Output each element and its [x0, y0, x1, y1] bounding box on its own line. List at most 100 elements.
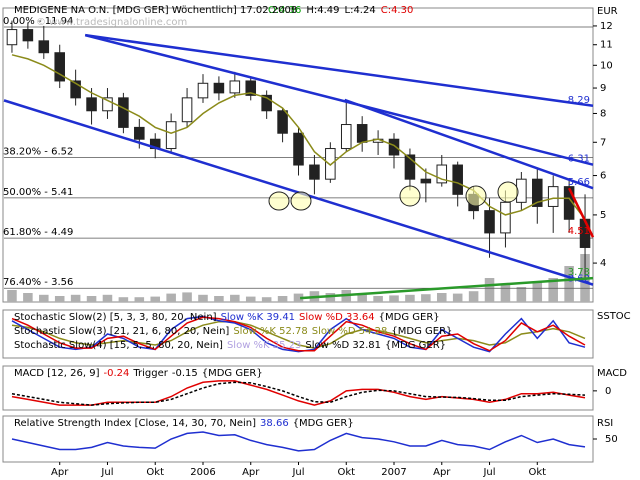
volume-bar	[198, 294, 208, 302]
candle-body	[452, 164, 463, 195]
volume-bar	[325, 293, 336, 302]
moving-average-line	[11, 54, 586, 220]
indicator-header: {MDG GER}	[293, 418, 354, 429]
trend-line	[85, 33, 594, 108]
trend-line-label: 8.29	[568, 95, 590, 106]
macd-line	[11, 381, 586, 406]
indicator-header: {MDG GER}	[385, 340, 446, 351]
fibonacci-label: 38.20% - 6.52	[3, 147, 73, 158]
indicator-header: Slow %K 25.23	[227, 340, 301, 351]
trend-line-label: 3.73	[568, 267, 590, 278]
y-tick-label: 0	[605, 386, 611, 397]
highlight-circle	[497, 181, 519, 203]
candle-body	[102, 97, 113, 112]
candle-body	[165, 121, 177, 150]
candle-body	[261, 94, 272, 112]
candle-body	[70, 80, 81, 99]
candle-body	[436, 164, 448, 184]
candle-body	[118, 97, 129, 128]
indicator-header: Stochastic Slow(4) [15, 5, 5, 80, 20, Ne…	[14, 340, 223, 351]
volume-bar	[373, 296, 383, 302]
candle-body	[134, 126, 145, 140]
volume-bar	[39, 294, 49, 302]
indicator-header: {MDG GER}	[202, 368, 263, 379]
highlight-circles	[268, 181, 519, 211]
candle-body	[420, 178, 432, 184]
stochastic-line	[11, 316, 586, 352]
volume-bar	[7, 290, 17, 302]
x-tick-label: Okt	[337, 467, 355, 478]
candle-body	[388, 138, 400, 156]
volume-bar	[86, 296, 97, 302]
x-tick-label: Okt	[528, 467, 546, 478]
macd-axis-label: MACD	[597, 368, 627, 379]
fibonacci-label: 50.00% - 5.41	[3, 187, 73, 198]
indicator-header: -0.15	[172, 368, 198, 379]
x-tick-label: 2006	[190, 467, 215, 478]
trend-line	[84, 33, 594, 166]
candle-body	[325, 148, 336, 180]
x-tick-label: Apr	[433, 467, 451, 478]
candle-body	[38, 40, 50, 54]
volume-bar	[452, 293, 463, 302]
x-tick-label: Apr	[242, 467, 260, 478]
volume-bar	[389, 295, 399, 302]
indicator-header: Stochastic Slow(2) [5, 3, 3, 80, 20, Nei…	[14, 312, 217, 323]
candle-body	[277, 110, 288, 134]
candle-body	[309, 164, 320, 180]
trend-line	[567, 187, 595, 238]
volume-bar	[532, 281, 543, 302]
candle-body	[197, 82, 209, 99]
volume-bar	[134, 297, 145, 302]
y-tick-label: 10	[600, 60, 613, 71]
volume-bar	[468, 291, 479, 302]
candle-body	[229, 80, 241, 94]
x-tick-label: Jul	[291, 467, 304, 478]
volume-bar	[484, 278, 495, 302]
volume-bar	[436, 293, 447, 302]
indicator-header: Slow %D 54.28	[312, 326, 388, 337]
volume-bar	[516, 287, 527, 302]
watermark: © www.tradesignalonline.com	[36, 17, 187, 28]
y-tick-label: 6	[600, 171, 606, 182]
candle-body	[563, 186, 575, 220]
indicator-header: MACD [12, 26, 9]	[14, 368, 100, 379]
indicator-header: 38.66	[260, 418, 289, 429]
quote-value: H:4.49	[306, 5, 339, 16]
indicator-header: Slow %K 52.78	[233, 326, 307, 337]
y-tick-label: 9	[600, 83, 606, 94]
volume-bar	[102, 294, 113, 302]
volume-bar	[245, 296, 256, 302]
candle-body	[547, 186, 559, 207]
y-tick-label: 8	[600, 108, 606, 119]
y-tick-label: 4	[600, 258, 606, 269]
rsi-line	[11, 431, 586, 452]
trend-line-label: 5.66	[568, 177, 590, 188]
macd-line	[11, 380, 586, 406]
candle-body	[484, 210, 495, 234]
indicator-header: {MDG GER}	[391, 326, 452, 337]
trend-line	[344, 98, 594, 190]
volume-bar	[293, 293, 304, 302]
volume-bar	[405, 294, 415, 302]
indicator-header: Stochastic Slow(3) [21, 21, 6, 80, 20, N…	[14, 326, 229, 337]
indicator-header: Slow %D 33.64	[299, 312, 375, 323]
y-tick-label: 12	[600, 21, 613, 32]
volume-bar	[166, 293, 176, 302]
fibonacci-label: 76.40% - 3.56	[3, 277, 73, 288]
plot-layer: 4 5 6 7 8 9 10 11 12 O:4.36 H:4.49 L:4.24 C:4.30 0.00…	[3, 5, 618, 478]
candle-body	[245, 80, 257, 96]
candle-body	[6, 29, 18, 46]
candle-body	[293, 132, 304, 166]
quote-value: L:4.24	[345, 5, 376, 16]
volume-bar	[548, 278, 558, 302]
stochastic-axis-label: SSTOC	[597, 311, 631, 322]
trend-line	[300, 276, 594, 300]
indicator-header: {MDG GER}	[379, 312, 440, 323]
x-tick-label: Jul	[100, 467, 113, 478]
y-tick-label: 11	[600, 40, 613, 51]
indicator-header: Trigger	[132, 368, 168, 379]
highlight-circle	[268, 191, 290, 211]
rsi-panel	[2, 415, 594, 463]
